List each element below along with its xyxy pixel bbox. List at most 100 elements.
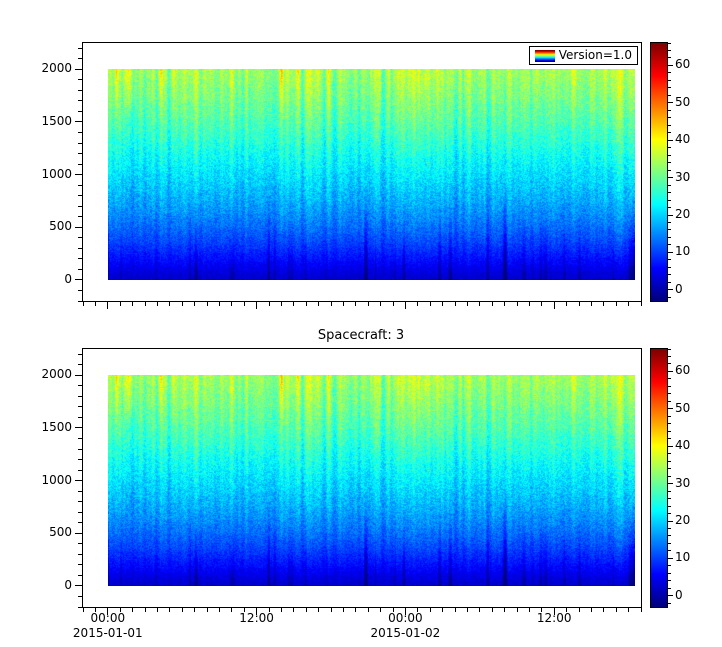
x-tick <box>144 608 146 612</box>
legend-label: Version=1.0 <box>558 48 632 62</box>
x-tick <box>181 302 183 306</box>
colorbar-tick <box>668 64 673 66</box>
colorbar-tick <box>668 79 671 81</box>
colorbar-tick <box>668 587 671 589</box>
colorbar-tick <box>668 363 671 365</box>
x-tick <box>280 608 282 612</box>
colorbar-tick <box>668 535 671 537</box>
x-tick <box>491 608 493 612</box>
colorbar-tick <box>668 520 673 522</box>
colorbar-tick-label: 50 <box>675 94 691 109</box>
colorbar-tick <box>668 475 671 477</box>
colorbar-tick <box>668 169 671 171</box>
heatmap-panel-bottom <box>82 348 642 608</box>
x-tick <box>417 302 419 306</box>
y-tick <box>78 416 82 418</box>
x-tick <box>392 608 394 612</box>
x-tick-label: 12:00 <box>536 611 572 625</box>
x-tick <box>280 302 282 306</box>
colorbar-tick <box>668 162 671 164</box>
y-tick <box>78 490 82 492</box>
colorbar-canvas-bottom <box>651 349 667 607</box>
x-tick <box>578 608 580 612</box>
y-tick-label: 1500 <box>41 419 72 434</box>
colorbar-tick <box>668 415 671 417</box>
y-tick <box>78 247 82 249</box>
y-tick-label: 0 <box>64 271 72 286</box>
colorbar-tick <box>668 505 671 507</box>
colorbar-tick <box>668 595 673 597</box>
x-tick <box>256 302 258 309</box>
colorbar-tick-label: 40 <box>675 132 691 147</box>
x-tick <box>479 302 481 306</box>
x-tick <box>504 302 506 306</box>
x-tick <box>268 302 270 306</box>
x-tick <box>380 302 382 306</box>
x-tick <box>590 302 592 306</box>
x-tick <box>305 302 307 306</box>
y-tick <box>78 543 82 545</box>
colorbar-tick <box>668 289 673 291</box>
y-tick <box>78 364 82 366</box>
x-tick-label: 00:00 <box>90 611 126 625</box>
colorbar-tick <box>668 602 671 604</box>
y-tick <box>78 100 82 102</box>
colorbar-tick <box>668 177 673 179</box>
y-tick-label: 2000 <box>41 61 72 76</box>
y-tick <box>78 47 82 49</box>
legend-colormap-icon <box>534 49 555 62</box>
colorbar-tick-label: 10 <box>675 244 691 259</box>
y-tick-label: 500 <box>49 525 72 540</box>
colorbar-tick <box>668 57 671 59</box>
y-tick <box>78 184 82 186</box>
x-tick <box>342 302 344 306</box>
colorbar-tick-label: 20 <box>675 513 691 527</box>
x-tick <box>318 302 320 306</box>
x-tick <box>169 302 171 306</box>
x-tick <box>355 608 357 612</box>
y-tick <box>78 258 82 260</box>
x-tick <box>454 302 456 306</box>
x-tick <box>392 302 394 306</box>
x-tick <box>367 608 369 612</box>
heatmap-canvas-top <box>108 69 635 280</box>
x-tick <box>640 302 642 306</box>
x-tick <box>466 608 468 612</box>
x-tick <box>640 608 642 612</box>
y-tick <box>78 564 82 566</box>
colorbar-tick <box>668 370 673 372</box>
colorbar-tick <box>668 199 671 201</box>
colorbar-tick <box>668 132 671 134</box>
colorbar-tick <box>668 274 671 276</box>
x-tick <box>479 608 481 612</box>
x-tick <box>380 608 382 612</box>
y-tick <box>78 606 82 608</box>
x-tick <box>466 302 468 306</box>
plot-title: Spacecraft: 3 <box>317 328 405 343</box>
x-tick <box>442 608 444 612</box>
x-tick <box>603 302 605 306</box>
x-tick <box>293 608 295 612</box>
x-tick <box>318 608 320 612</box>
colorbar-tick <box>668 378 671 380</box>
colorbar-tick-label: 50 <box>675 400 691 415</box>
x-tick <box>578 302 580 306</box>
y-tick <box>78 289 82 291</box>
y-tick <box>78 406 82 408</box>
colorbar-tick <box>668 102 673 104</box>
y-tick <box>78 353 82 355</box>
x-tick <box>243 302 245 306</box>
x-tick <box>194 608 196 612</box>
y-tick-label: 0 <box>64 577 72 592</box>
colorbar-tick <box>668 483 673 485</box>
colorbar-tick <box>668 453 671 455</box>
x-tick <box>243 608 245 612</box>
colorbar-tick <box>668 385 671 387</box>
x-tick <box>516 608 518 612</box>
colorbar-tick <box>668 565 671 567</box>
y-tick <box>78 79 82 81</box>
colorbar-tick <box>668 184 671 186</box>
date-label: 2015-01-01 <box>72 626 143 640</box>
x-tick <box>169 608 171 612</box>
y-tick <box>78 89 82 91</box>
